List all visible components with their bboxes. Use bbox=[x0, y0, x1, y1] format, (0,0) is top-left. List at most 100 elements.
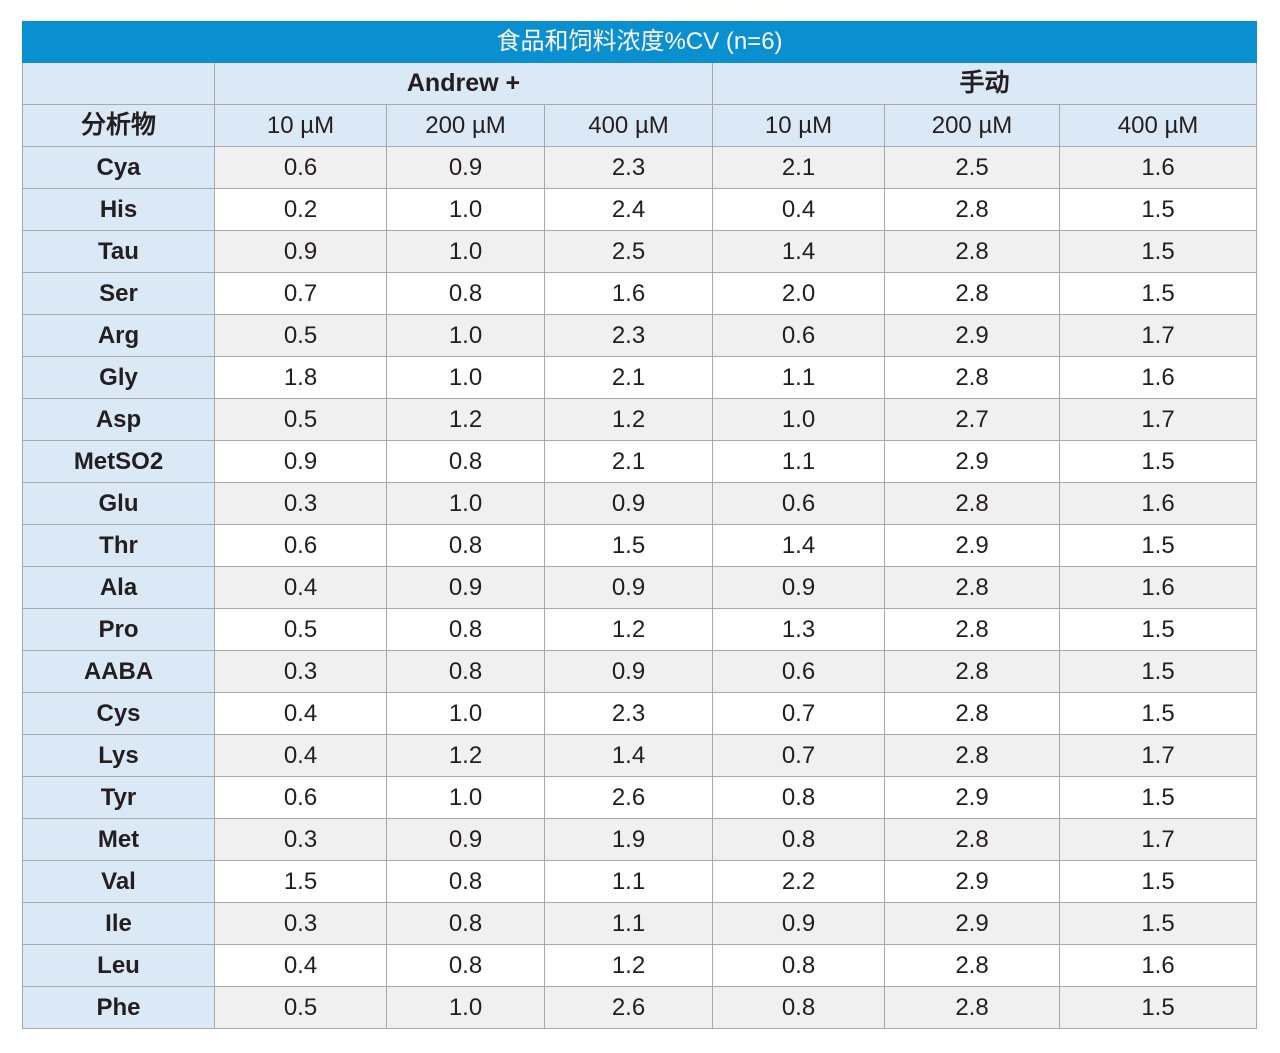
cv-value-cell: 1.0 bbox=[386, 692, 545, 735]
cv-value-cell: 0.3 bbox=[214, 650, 387, 693]
cv-value-cell: 1.2 bbox=[386, 398, 545, 441]
cv-value-cell: 1.5 bbox=[1058, 188, 1258, 231]
cv-value-cell: 1.4 bbox=[544, 734, 713, 777]
analyte-name: Ser bbox=[22, 272, 215, 315]
table-row: Asp 0.5 1.2 1.2 1.0 2.7 1.7 bbox=[22, 398, 1258, 441]
cv-value-cell: 0.8 bbox=[386, 944, 545, 987]
analyte-name: Phe bbox=[22, 986, 215, 1029]
cv-value-cell: 2.8 bbox=[884, 272, 1060, 315]
cv-value-cell: 0.6 bbox=[712, 314, 885, 357]
analyte-name: Cys bbox=[22, 692, 215, 735]
analyte-name: Ile bbox=[22, 902, 215, 945]
column-header: 10 µM bbox=[712, 104, 885, 147]
cv-value-cell: 0.2 bbox=[214, 188, 387, 231]
cv-value-cell: 0.8 bbox=[712, 944, 885, 987]
cv-value-cell: 2.8 bbox=[884, 692, 1060, 735]
cv-value-cell: 0.6 bbox=[214, 146, 387, 189]
cv-value-cell: 1.8 bbox=[214, 356, 387, 399]
analyte-name: Tyr bbox=[22, 776, 215, 819]
cv-value-cell: 2.8 bbox=[884, 188, 1060, 231]
cv-value-cell: 1.0 bbox=[386, 314, 545, 357]
cv-value-cell: 1.5 bbox=[1058, 692, 1258, 735]
cv-value-cell: 2.5 bbox=[544, 230, 713, 273]
cv-value-cell: 2.5 bbox=[884, 146, 1060, 189]
table-title: 食品和饲料浓度%CV (n=6) bbox=[21, 21, 1258, 63]
cv-value-cell: 2.1 bbox=[544, 356, 713, 399]
cv-value-cell: 1.5 bbox=[1058, 524, 1258, 567]
cv-value-cell: 0.6 bbox=[712, 482, 885, 525]
cv-value-cell: 0.8 bbox=[386, 860, 545, 903]
cv-value-cell: 1.0 bbox=[386, 986, 545, 1029]
cv-value-cell: 0.6 bbox=[214, 524, 387, 567]
table-row: Ala 0.4 0.9 0.9 0.9 2.8 1.6 bbox=[22, 566, 1258, 609]
cv-value-cell: 2.8 bbox=[884, 356, 1060, 399]
cv-value-cell: 1.0 bbox=[386, 230, 545, 273]
cv-value-cell: 1.5 bbox=[1058, 230, 1258, 273]
analyte-column-header: 分析物 bbox=[22, 104, 215, 147]
cv-value-cell: 2.6 bbox=[544, 986, 713, 1029]
table-row: Tau 0.9 1.0 2.5 1.4 2.8 1.5 bbox=[22, 230, 1258, 273]
cv-value-cell: 2.8 bbox=[884, 650, 1060, 693]
cv-value-cell: 1.1 bbox=[712, 440, 885, 483]
table-row: Glu 0.3 1.0 0.9 0.6 2.8 1.6 bbox=[22, 482, 1258, 525]
analyte-name: Ala bbox=[22, 566, 215, 609]
cv-value-cell: 1.1 bbox=[544, 902, 713, 945]
cv-value-cell: 0.8 bbox=[386, 608, 545, 651]
cv-value-cell: 2.1 bbox=[544, 440, 713, 483]
empty-corner-cell bbox=[22, 62, 215, 105]
analyte-name: Val bbox=[22, 860, 215, 903]
cv-value-cell: 2.9 bbox=[884, 902, 1060, 945]
cv-value-cell: 0.4 bbox=[214, 944, 387, 987]
cv-value-cell: 2.1 bbox=[712, 146, 885, 189]
cv-value-cell: 0.8 bbox=[386, 650, 545, 693]
table-row: AABA 0.3 0.8 0.9 0.6 2.8 1.5 bbox=[22, 650, 1258, 693]
cv-value-cell: 1.6 bbox=[1058, 944, 1258, 987]
cv-value-cell: 0.9 bbox=[712, 566, 885, 609]
cv-value-cell: 0.7 bbox=[214, 272, 387, 315]
analyte-name: Cya bbox=[22, 146, 215, 189]
title-row: 食品和饲料浓度%CV (n=6) bbox=[21, 21, 1258, 63]
cv-value-cell: 1.4 bbox=[712, 524, 885, 567]
cv-value-cell: 1.0 bbox=[712, 398, 885, 441]
table-row: Cya 0.6 0.9 2.3 2.1 2.5 1.6 bbox=[22, 146, 1258, 189]
cv-value-cell: 0.3 bbox=[214, 902, 387, 945]
cv-value-cell: 1.6 bbox=[1058, 146, 1258, 189]
cv-value-cell: 1.5 bbox=[1058, 860, 1258, 903]
table-row: MetSO2 0.9 0.8 2.1 1.1 2.9 1.5 bbox=[22, 440, 1258, 483]
cv-value-cell: 0.8 bbox=[712, 986, 885, 1029]
cv-value-cell: 1.3 bbox=[712, 608, 885, 651]
column-header: 400 µM bbox=[544, 104, 713, 147]
group-header-row: Andrew + 手动 bbox=[22, 62, 1258, 105]
table-row: Phe 0.5 1.0 2.6 0.8 2.8 1.5 bbox=[22, 986, 1258, 1029]
analyte-name: His bbox=[22, 188, 215, 231]
cv-value-cell: 1.5 bbox=[1058, 440, 1258, 483]
table-row: Pro 0.5 0.8 1.2 1.3 2.8 1.5 bbox=[22, 608, 1258, 651]
cv-value-cell: 2.9 bbox=[884, 314, 1060, 357]
analyte-name: Glu bbox=[22, 482, 215, 525]
cv-value-cell: 0.5 bbox=[214, 314, 387, 357]
cv-value-cell: 2.2 bbox=[712, 860, 885, 903]
analyte-name: Tau bbox=[22, 230, 215, 273]
cv-value-cell: 2.8 bbox=[884, 818, 1060, 861]
table-row: Gly 1.8 1.0 2.1 1.1 2.8 1.6 bbox=[22, 356, 1258, 399]
cv-value-cell: 2.8 bbox=[884, 230, 1060, 273]
table-row: Cys 0.4 1.0 2.3 0.7 2.8 1.5 bbox=[22, 692, 1258, 735]
cv-value-cell: 0.9 bbox=[544, 482, 713, 525]
cv-value-cell: 1.0 bbox=[386, 188, 545, 231]
cv-value-cell: 1.7 bbox=[1058, 818, 1258, 861]
cv-value-cell: 2.8 bbox=[884, 608, 1060, 651]
cv-value-cell: 2.8 bbox=[884, 986, 1060, 1029]
cv-value-cell: 1.7 bbox=[1058, 314, 1258, 357]
cv-value-cell: 2.9 bbox=[884, 440, 1060, 483]
cv-table: 食品和饲料浓度%CV (n=6) Andrew + 手动 分析物 10 µM 2… bbox=[21, 21, 1258, 1029]
cv-value-cell: 2.8 bbox=[884, 734, 1060, 777]
cv-value-cell: 0.8 bbox=[386, 440, 545, 483]
table-row: His 0.2 1.0 2.4 0.4 2.8 1.5 bbox=[22, 188, 1258, 231]
table-row: Ile 0.3 0.8 1.1 0.9 2.9 1.5 bbox=[22, 902, 1258, 945]
cv-value-cell: 2.3 bbox=[544, 146, 713, 189]
cv-value-cell: 1.9 bbox=[544, 818, 713, 861]
cv-value-cell: 2.8 bbox=[884, 482, 1060, 525]
cv-value-cell: 1.5 bbox=[1058, 986, 1258, 1029]
cv-value-cell: 0.7 bbox=[712, 692, 885, 735]
cv-value-cell: 2.4 bbox=[544, 188, 713, 231]
